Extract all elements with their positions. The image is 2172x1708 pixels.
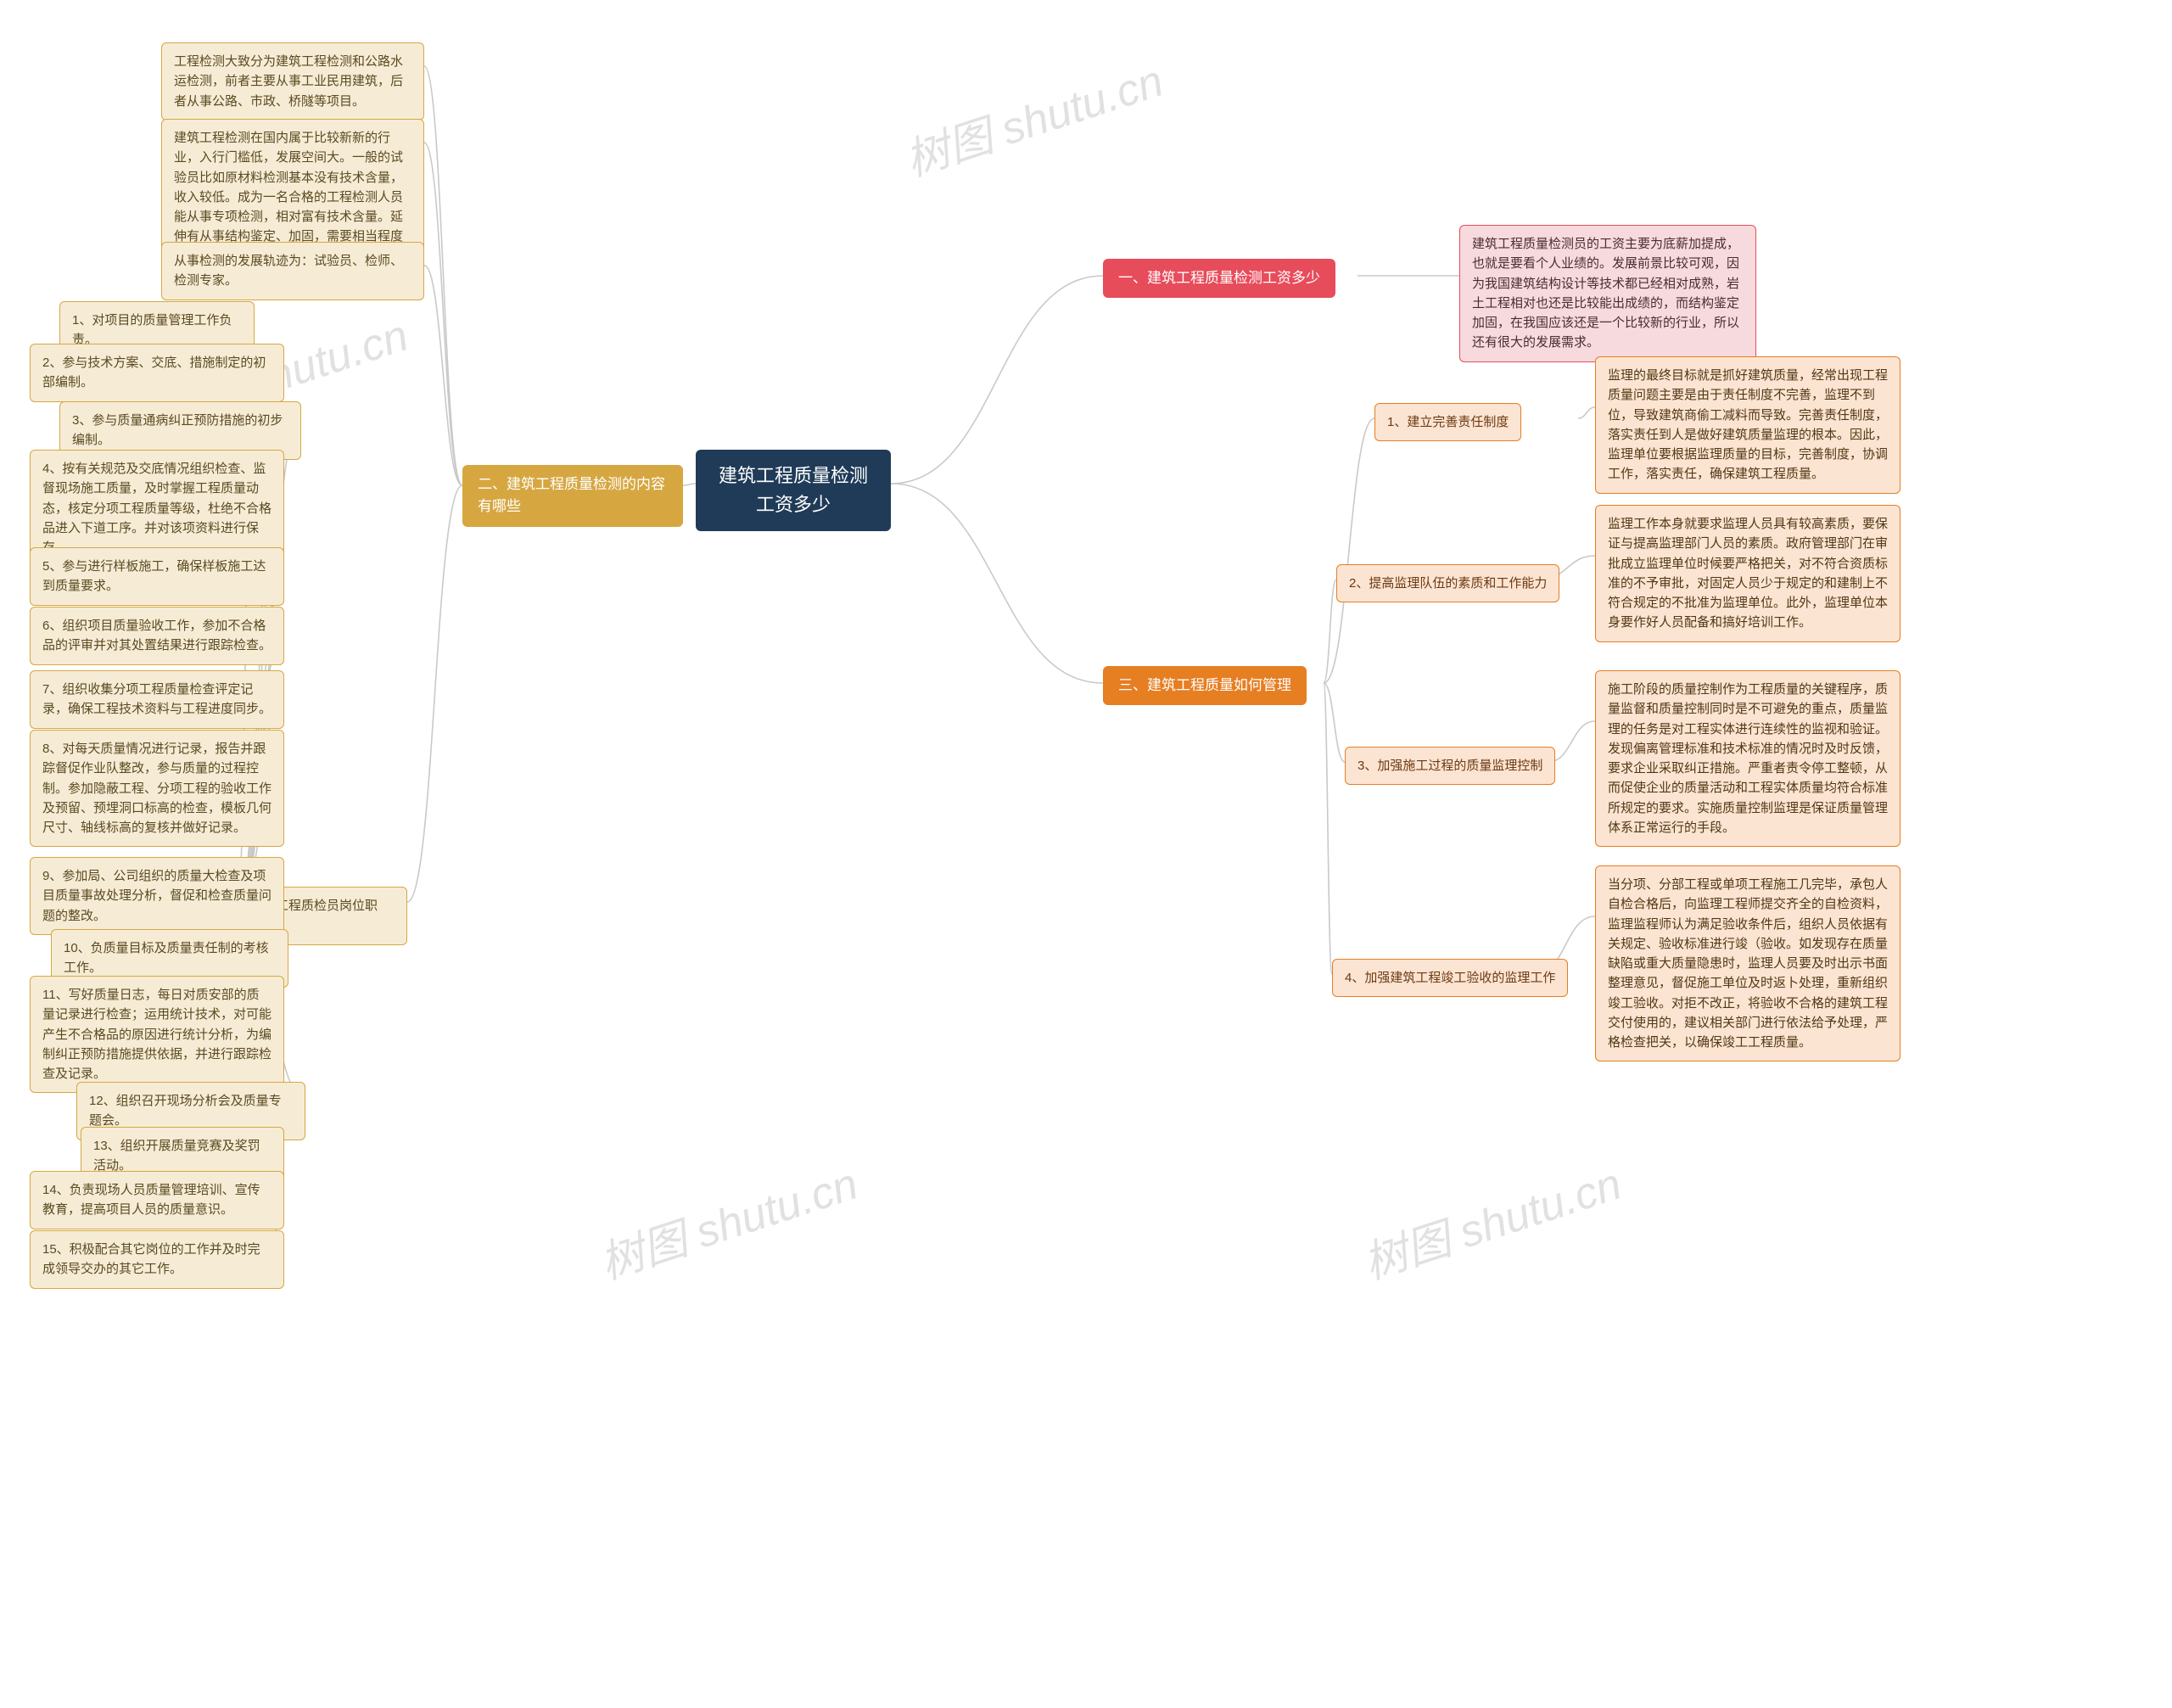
branch-2: 二、建筑工程质量检测的内容有哪些 (462, 465, 683, 527)
branch-2-duty-9: 9、参加局、公司组织的质量大检查及项目质量事故处理分析，督促和检查质量问题的整改… (30, 857, 284, 935)
branch-3-sub-2: 2、提高监理队伍的素质和工作能力 (1336, 564, 1559, 602)
branch-3-leaf-3: 施工阶段的质量控制作为工程质量的关键程序，质量监督和质量控制同时是不可避免的重点… (1595, 670, 1900, 847)
watermark: 树图 shutu.cn (896, 45, 1170, 188)
branch-3: 三、建筑工程质量如何管理 (1103, 666, 1307, 705)
branch-2-duty-8: 8、对每天质量情况进行记录，报告并跟踪督促作业队整改，参与质量的过程控制。参加隐… (30, 730, 284, 847)
branch-2-duty-6: 6、组织项目质量验收工作，参加不合格品的评审并对其处置结果进行跟踪检查。 (30, 607, 284, 665)
branch-2-duty-11: 11、写好质量日志，每日对质安部的质量记录进行检查；运用统计技术，对可能产生不合… (30, 976, 284, 1093)
watermark: 树图 shutu.cn (591, 1148, 865, 1291)
branch-3-sub-4: 4、加强建筑工程竣工验收的监理工作 (1332, 959, 1568, 997)
branch-3-leaf-4: 当分项、分部工程或单项工程施工几完毕，承包人自检合格后，向监理工程师提交齐全的自… (1595, 865, 1900, 1061)
branch-2-duty-14: 14、负责现场人员质量管理培训、宣传教育，提高项目人员的质量意识。 (30, 1171, 284, 1229)
branch-2-duty-7: 7、组织收集分项工程质量检查评定记录，确保工程技术资料与工程进度同步。 (30, 670, 284, 729)
root-node: 建筑工程质量检测工资多少 (696, 450, 891, 531)
branch-2-duty-15: 15、积极配合其它岗位的工作并及时完成领导交办的其它工作。 (30, 1230, 284, 1289)
branch-2-intro-1: 工程检测大致分为建筑工程检测和公路水运检测，前者主要从事工业民用建筑，后者从事公… (161, 42, 424, 120)
branch-2-intro-3: 从事检测的发展轨迹为：试验员、检师、检测专家。 (161, 242, 424, 300)
branch-3-leaf-2: 监理工作本身就要求监理人员具有较高素质，要保证与提高监理部门人员的素质。政府管理… (1595, 505, 1900, 642)
branch-3-sub-3: 3、加强施工过程的质量监理控制 (1345, 747, 1555, 785)
branch-2-duty-2: 2、参与技术方案、交底、措施制定的初部编制。 (30, 344, 284, 402)
root-text: 建筑工程质量检测工资多少 (719, 465, 868, 515)
branch-3-sub-1: 1、建立完善责任制度 (1374, 403, 1521, 441)
branch-1-leaf: 建筑工程质量检测员的工资主要为底薪加提成，也就是要看个人业绩的。发展前景比较可观… (1459, 225, 1756, 362)
branch-2-duty-5: 5、参与进行样板施工，确保样板施工达到质量要求。 (30, 547, 284, 606)
watermark: 树图 shutu.cn (1354, 1148, 1628, 1291)
branch-1: 一、建筑工程质量检测工资多少 (1103, 259, 1335, 298)
branch-3-leaf-1: 监理的最终目标就是抓好建筑质量，经常出现工程质量问题主要是由于责任制度不完善，监… (1595, 356, 1900, 494)
